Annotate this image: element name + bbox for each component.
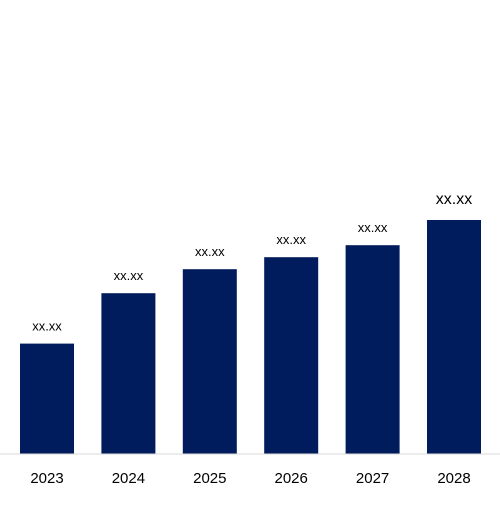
bars-layer [20,220,481,454]
bar-2024 [101,293,156,454]
x-tick-label-2028: 2028 [437,470,470,487]
data-label-2026: xx.xx [276,232,306,247]
x-tick-label-2025: 2025 [193,470,226,487]
x-tick-labels-layer: 2023 2024 2025 2026 2027 2028 [30,470,470,487]
bar-2025 [182,269,237,454]
x-tick-label-2026: 2026 [275,470,308,487]
x-tick-label-2024: 2024 [112,470,145,487]
data-label-2028: xx.xx [436,191,472,208]
data-label-2024: xx.xx [114,268,144,283]
data-label-2027: xx.xx [358,220,388,235]
data-labels-layer: xx.xx xx.xx xx.xx xx.xx xx.xx xx.xx [32,191,472,334]
bar-2027 [345,245,400,454]
data-label-2025: xx.xx [195,244,225,259]
bar-2028 [427,220,481,454]
x-tick-label-2027: 2027 [356,470,389,487]
x-tick-label-2023: 2023 [30,470,63,487]
bar-2023 [20,343,74,454]
bar-2026 [264,257,319,454]
data-label-2023: xx.xx [32,319,62,334]
